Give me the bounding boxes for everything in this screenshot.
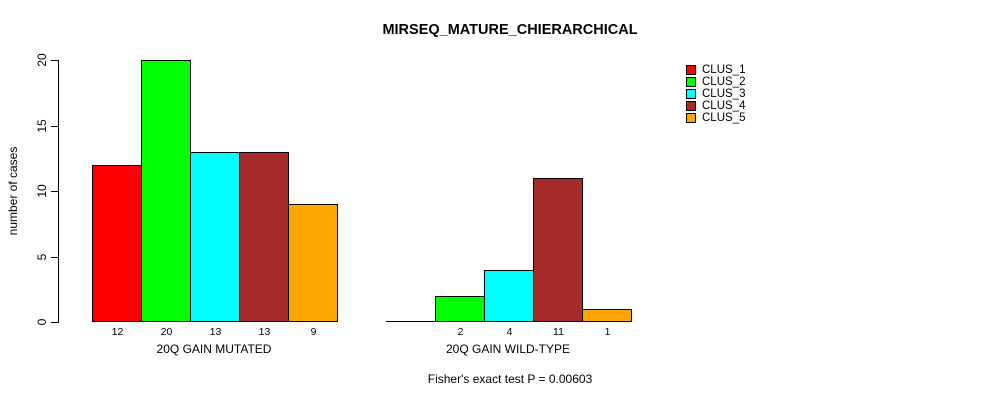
bar-clus_3-group1	[190, 152, 240, 322]
legend-label: CLUS_1	[702, 64, 746, 76]
bar-clus_3-group2	[484, 270, 534, 322]
bar-clus_1-group2	[386, 321, 436, 322]
bar-clus_4-group2	[533, 178, 583, 322]
legend-label: CLUS_4	[702, 100, 746, 112]
legend-item-clus_1: CLUS_1	[686, 64, 745, 76]
bar-value-label: 12	[111, 326, 124, 338]
legend-label: CLUS_3	[702, 88, 746, 100]
bar-value-label: 9	[310, 326, 317, 338]
legend-swatch-icon	[686, 113, 696, 123]
legend-swatch-icon	[686, 101, 696, 111]
legend-item-clus_5: CLUS_5	[686, 112, 745, 124]
y-tick-label: 5	[35, 253, 49, 261]
y-tick	[51, 191, 58, 192]
y-tick	[51, 257, 58, 258]
y-tick-label: 20	[35, 53, 49, 67]
y-tick	[51, 126, 58, 127]
fisher-test-annotation: Fisher's exact test P = 0.00603	[427, 372, 593, 386]
bar-value-label: 4	[506, 326, 513, 338]
bar-clus_2-group1	[141, 60, 191, 322]
y-tick-label: 10	[35, 184, 49, 198]
chart-title: MIRSEQ_MATURE_CHIERARCHICAL	[382, 22, 638, 38]
bar-clus_5-group2	[582, 309, 632, 322]
bar-clus_5-group1	[288, 204, 338, 322]
legend-swatch-icon	[686, 77, 696, 87]
x-axis-title-wildtype: 20Q GAIN WILD-TYPE	[445, 342, 571, 356]
bar-clus_4-group1	[239, 152, 289, 322]
y-tick	[51, 322, 58, 323]
bar-value-label: 2	[457, 326, 464, 338]
legend-swatch-icon	[686, 65, 696, 75]
bar-value-label: 13	[258, 326, 271, 338]
bar-clus_2-group2	[435, 296, 485, 322]
bar-value-label: 20	[160, 326, 173, 338]
bar-value-label: 13	[209, 326, 222, 338]
legend-label: CLUS_5	[702, 112, 746, 124]
legend: CLUS_1 CLUS_2 CLUS_3 CLUS_4 CLUS_5	[686, 64, 745, 124]
bar-value-label: 1	[604, 326, 611, 338]
bar-clus_1-group1	[92, 165, 142, 322]
y-axis-title: number of cases	[6, 146, 20, 236]
y-tick-label: 0	[35, 318, 49, 326]
legend-item-clus_2: CLUS_2	[686, 76, 745, 88]
legend-label: CLUS_2	[702, 76, 746, 88]
x-axis-title-mutated: 20Q GAIN MUTATED	[156, 342, 272, 356]
y-tick	[51, 60, 58, 61]
legend-item-clus_4: CLUS_4	[686, 100, 745, 112]
y-tick-label: 15	[35, 119, 49, 133]
legend-item-clus_3: CLUS_3	[686, 88, 745, 100]
legend-swatch-icon	[686, 89, 696, 99]
y-axis-line	[58, 60, 59, 323]
bar-value-label: 11	[553, 326, 564, 338]
